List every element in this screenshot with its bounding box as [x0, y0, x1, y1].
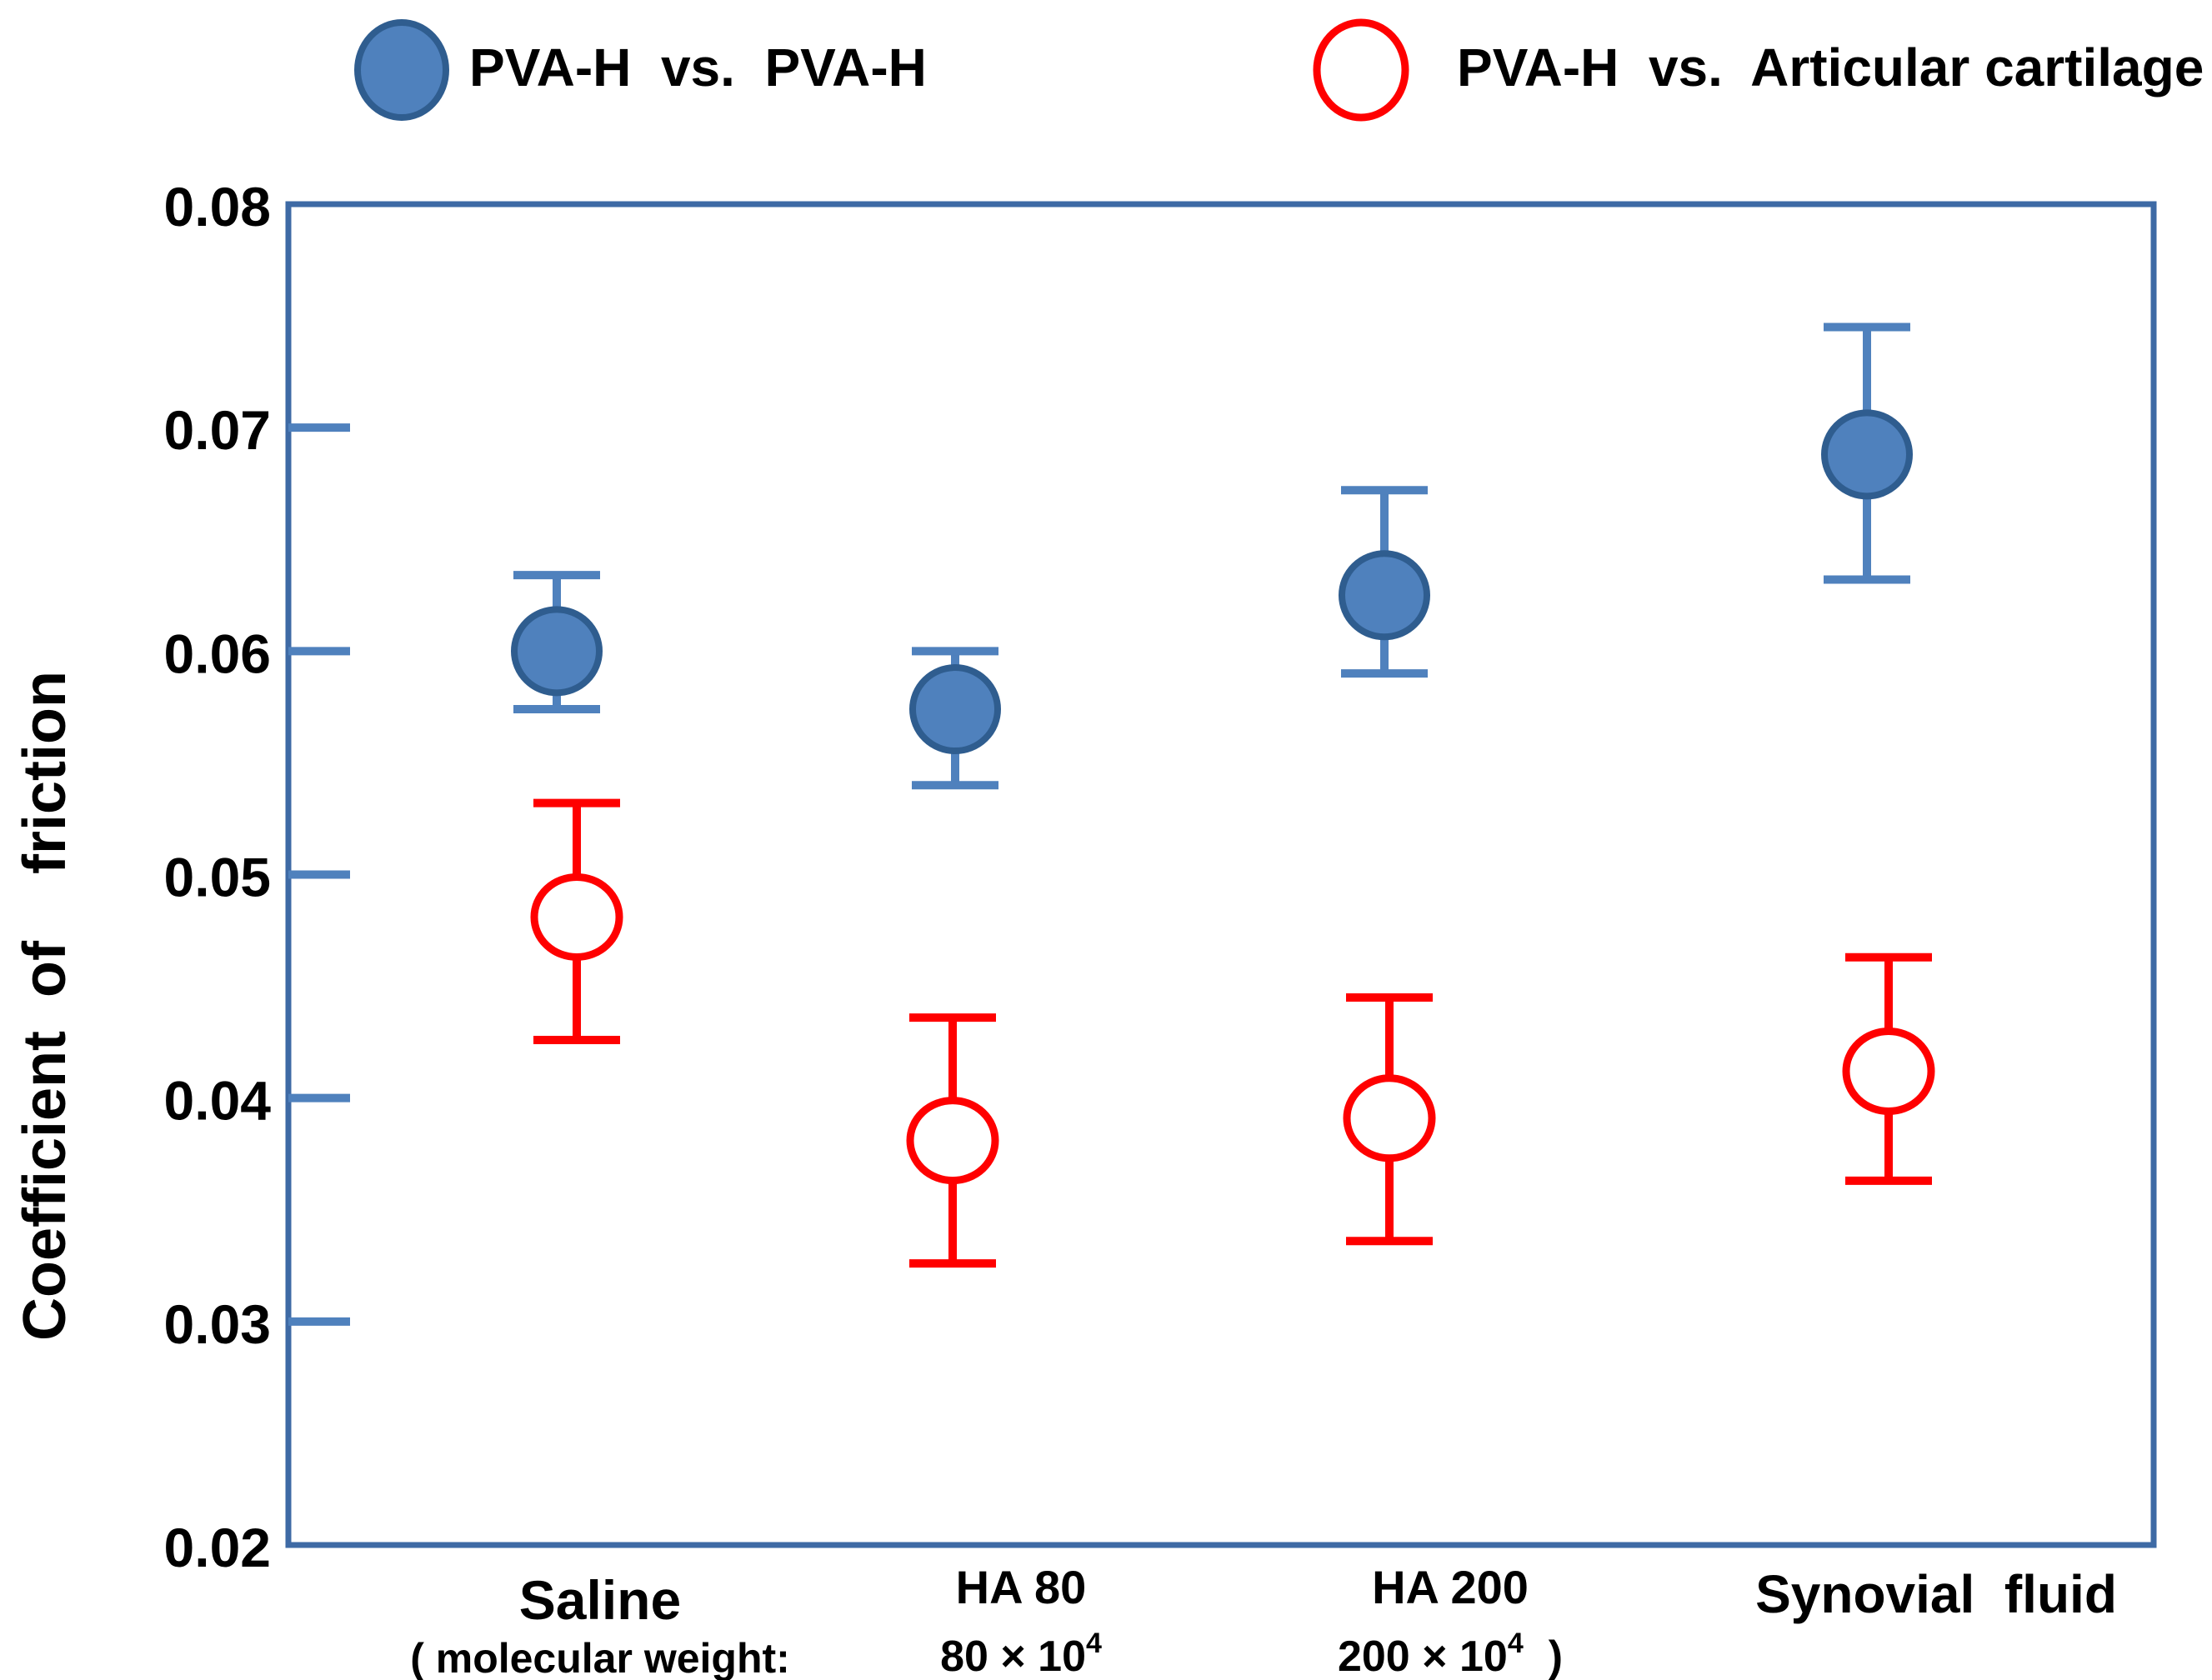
- series-1-point-3: [1842, 952, 1935, 1185]
- series-0-point-0: [511, 571, 603, 714]
- series-0-point-3: [1821, 322, 1913, 584]
- data-point-open: [1343, 1074, 1436, 1162]
- x-tick-label-ha200: HA 200: [1372, 1561, 1529, 1613]
- mw-unit-ha80: × 10: [1000, 1632, 1086, 1680]
- y-tick-label-0-04: 0.04: [164, 1070, 272, 1132]
- data-point-filled: [511, 606, 603, 697]
- mw-unit-ha200: × 10: [1422, 1632, 1508, 1680]
- y-tick-label-0-07: 0.07: [164, 399, 271, 461]
- x-tick-sublabel-saline: ( molecular weight:: [410, 1635, 790, 1680]
- data-point-filled: [909, 664, 1001, 755]
- data-point-filled: [1821, 409, 1913, 500]
- series-0-point-2: [1339, 486, 1430, 678]
- x-tick-label-synovial: Synovial fluid: [1755, 1564, 2117, 1624]
- y-tick-label-0-08: 0.08: [164, 176, 271, 238]
- y-tick-label-0-02: 0.02: [164, 1517, 271, 1578]
- mw-value-ha200: 200: [1338, 1632, 1410, 1680]
- y-axis: 0.08 0.07 0.06 0.05 0.04 0.03 0.02: [164, 176, 350, 1578]
- series-1-point-2: [1343, 992, 1436, 1246]
- mw-exp-ha80: 4: [1086, 1628, 1102, 1659]
- series-1-point-0: [530, 798, 623, 1044]
- x-tick-sublabel-ha80: 80 × 104: [940, 1628, 1102, 1680]
- mw-suffix-ha200: ): [1549, 1632, 1563, 1680]
- data-point-open: [906, 1097, 999, 1185]
- series-1-point-1: [906, 1013, 999, 1268]
- y-tick-label-0-05: 0.05: [164, 847, 271, 908]
- data-point-filled: [1339, 550, 1430, 641]
- y-tick-label-0-03: 0.03: [164, 1293, 271, 1355]
- data-point-open: [530, 872, 623, 961]
- y-axis-label: Coefficient of friction: [12, 671, 78, 1341]
- x-tick-label-ha80: HA 80: [956, 1561, 1087, 1613]
- legend-label-pva-pva: PVA-H vs. PVA-H: [469, 38, 927, 98]
- legend-marker-pva-pva: [354, 19, 449, 121]
- x-tick-label-saline: Saline: [519, 1569, 681, 1631]
- y-tick-label-0-06: 0.06: [164, 622, 271, 684]
- legend-marker-pva-cartilage: [1313, 18, 1409, 122]
- x-axis-labels: Saline ( molecular weight: HA 80 80 × 10…: [410, 1561, 2117, 1680]
- data-marks: [511, 322, 1935, 1268]
- legend: PVA-H vs. PVA-H PVA-H vs. Articular cart…: [354, 18, 2204, 122]
- legend-label-pva-cartilage: PVA-H vs. Articular cartilage: [1457, 38, 2204, 98]
- mw-value-ha80: 80: [940, 1632, 988, 1680]
- data-point-open: [1842, 1027, 1935, 1115]
- x-tick-sublabel-ha200: 200 × 104): [1338, 1628, 1563, 1680]
- series-0-point-1: [909, 647, 1001, 790]
- mw-exp-ha200: 4: [1508, 1628, 1524, 1659]
